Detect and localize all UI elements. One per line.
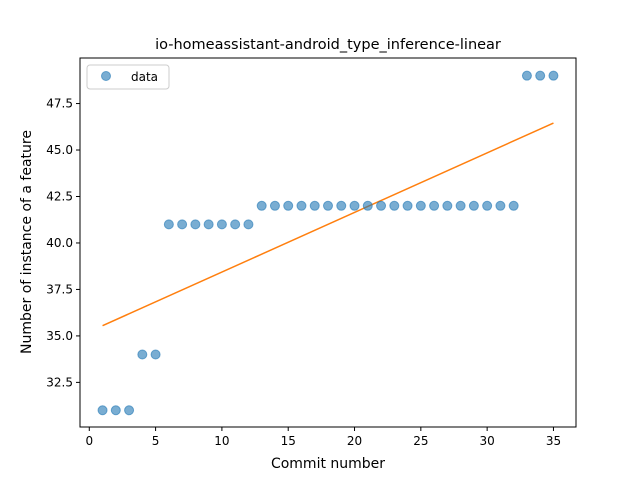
y-tick-label: 35.0: [46, 329, 73, 343]
data-point: [243, 219, 254, 230]
data-point: [296, 200, 307, 211]
y-axis: 32.5 35.0 37.5 40.0 42.5 45.0 47.5: [46, 97, 80, 389]
chart-title: io-homeassistant-android_type_inference-…: [155, 37, 501, 53]
data-point: [309, 200, 320, 211]
data-point: [508, 200, 519, 211]
data-point: [150, 349, 161, 360]
data-point: [495, 200, 506, 211]
y-tick-label: 47.5: [46, 97, 73, 111]
x-tick-label: 35: [546, 434, 561, 448]
y-axis-title: Number of instance of a feature: [19, 130, 35, 354]
fit-line: [102, 122, 554, 327]
data-point: [190, 219, 201, 230]
data-point: [256, 200, 267, 211]
data-point: [323, 200, 333, 211]
data-point: [468, 200, 479, 211]
data-point: [97, 405, 108, 416]
data-point: [137, 349, 148, 360]
data-point: [362, 200, 373, 211]
data-point: [269, 200, 280, 211]
data-point: [163, 219, 174, 230]
y-tick-label: 45.0: [46, 143, 73, 157]
legend-box: [86, 64, 170, 90]
legend: data: [86, 64, 170, 90]
fit-line-layer: [102, 122, 554, 327]
data-point: [429, 200, 440, 211]
data-point: [349, 200, 360, 211]
x-tick-label: 15: [281, 434, 296, 448]
x-axis-title: Commit number: [271, 456, 385, 472]
x-tick-label: 25: [413, 434, 428, 448]
data-point: [521, 70, 532, 81]
data-point: [216, 219, 227, 230]
data-point: [442, 200, 453, 211]
plot-frame: [79, 57, 577, 428]
legend-label: data: [131, 70, 158, 84]
data-point: [402, 200, 413, 211]
x-tick-label: 0: [85, 434, 93, 448]
data-point: [203, 219, 214, 230]
legend-marker: [101, 71, 111, 81]
data-point: [548, 70, 559, 81]
data-point: [336, 200, 347, 211]
x-tick-label: 5: [152, 434, 160, 448]
data-point: [283, 200, 294, 211]
data-point: [124, 405, 135, 416]
data-point: [376, 200, 387, 211]
y-tick-label: 40.0: [46, 236, 73, 250]
y-tick-label: 42.5: [46, 189, 73, 203]
data-point: [389, 200, 400, 211]
data-point: [177, 219, 188, 230]
x-tick-label: 30: [480, 434, 495, 448]
x-axis: 0 5 10 15 20 25 30 35: [85, 427, 561, 448]
data-point: [482, 200, 493, 211]
data-point: [535, 70, 546, 81]
data-point: [230, 219, 241, 230]
data-point: [455, 200, 466, 211]
points-layer: [97, 70, 559, 416]
x-tick-label: 20: [347, 434, 362, 448]
data-point: [110, 405, 121, 416]
data-point: [415, 200, 426, 211]
y-tick-label: 32.5: [46, 375, 73, 389]
y-tick-label: 37.5: [46, 282, 73, 296]
x-tick-label: 10: [214, 434, 229, 448]
